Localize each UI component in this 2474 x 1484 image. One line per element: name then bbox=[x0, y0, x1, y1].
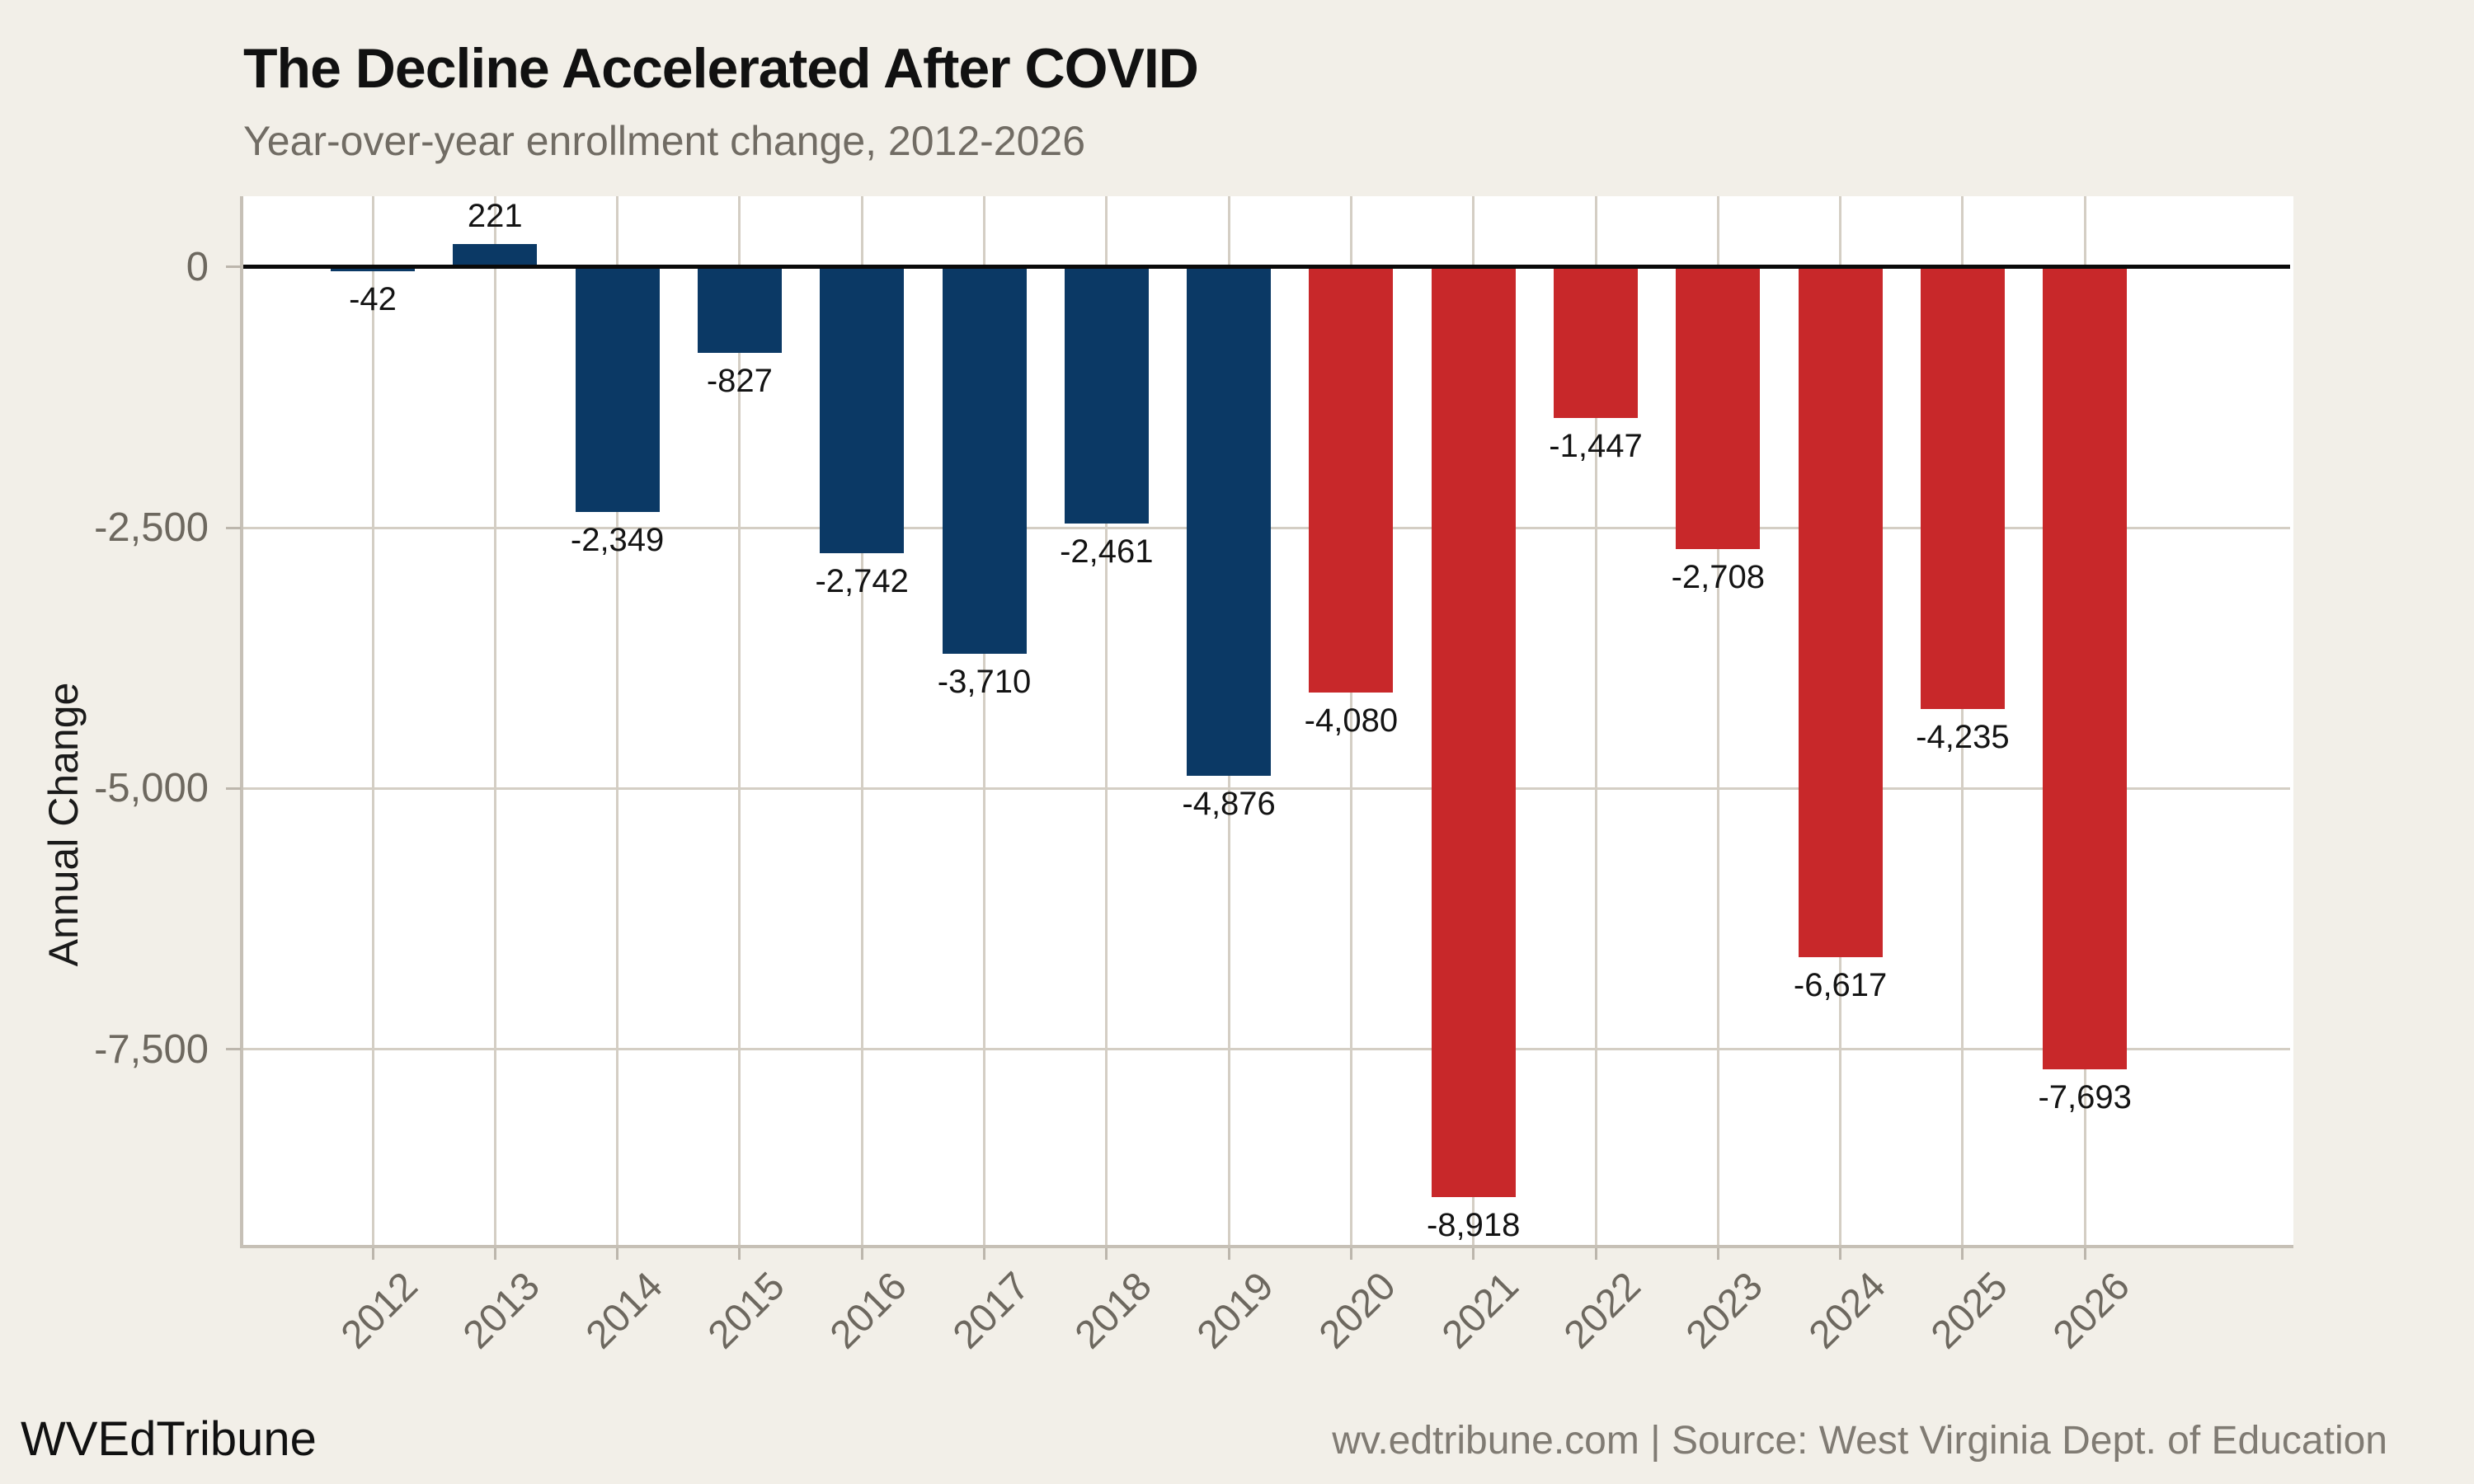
footer-source: wv.edtribune.com | Source: West Virginia… bbox=[1332, 1419, 2387, 1463]
chart-title: The Decline Accelerated After COVID bbox=[243, 37, 1199, 100]
y-tick-label-0: 0 bbox=[186, 244, 209, 289]
y-tick-label--5000: -5,000 bbox=[94, 766, 209, 811]
bar-2012 bbox=[331, 266, 415, 272]
y-tick-mark--5000 bbox=[226, 787, 241, 790]
bar-value-label-2019: -4,876 bbox=[1182, 785, 1276, 822]
gridline-horizontal--5000 bbox=[243, 787, 2290, 790]
bar-2021 bbox=[1431, 266, 1516, 1198]
x-tick-mark-2014 bbox=[616, 1248, 619, 1260]
bar-2017 bbox=[942, 266, 1027, 655]
bar-value-label-2016: -2,742 bbox=[815, 562, 909, 599]
gridline-vertical-2015 bbox=[738, 196, 741, 1245]
gridline-vertical-2020 bbox=[1349, 196, 1352, 1245]
bar-value-label-2013: 221 bbox=[467, 197, 523, 234]
y-tick-mark--2500 bbox=[226, 526, 241, 529]
bar-value-label-2017: -3,710 bbox=[937, 664, 1032, 701]
x-tick-mark-2019 bbox=[1227, 1248, 1230, 1260]
bar-2020 bbox=[1309, 266, 1394, 693]
bar-value-label-2018: -2,461 bbox=[1060, 533, 1154, 571]
bar-2019 bbox=[1187, 266, 1272, 776]
x-tick-mark-2022 bbox=[1594, 1248, 1597, 1260]
gridline-vertical-2023 bbox=[1716, 196, 1719, 1245]
x-tick-mark-2018 bbox=[1105, 1248, 1108, 1260]
bar-2018 bbox=[1064, 266, 1149, 524]
bar-value-label-2022: -1,447 bbox=[1549, 427, 1643, 464]
footer-brand: WVEdTribune bbox=[21, 1412, 317, 1466]
y-tick-label--2500: -2,500 bbox=[94, 505, 209, 551]
bar-value-label-2014: -2,349 bbox=[570, 522, 665, 558]
y-tick-mark-0 bbox=[226, 265, 241, 269]
bar-2015 bbox=[697, 266, 782, 354]
chart-subtitle: Year-over-year enrollment change, 2012-2… bbox=[243, 118, 1086, 164]
gridline-vertical-2018 bbox=[1105, 196, 1108, 1245]
y-tick-mark--7500 bbox=[226, 1048, 241, 1051]
bar-2013 bbox=[453, 243, 538, 267]
x-tick-mark-2020 bbox=[1349, 1248, 1352, 1260]
bar-value-label-2015: -827 bbox=[706, 363, 773, 400]
gridline-vertical-2012 bbox=[371, 196, 374, 1245]
gridline-vertical-2013 bbox=[493, 196, 496, 1245]
bar-value-label-2012: -42 bbox=[349, 281, 397, 318]
gridline-vertical-2025 bbox=[1961, 196, 1964, 1245]
bar-2023 bbox=[1676, 266, 1761, 550]
gridline-vertical-2016 bbox=[860, 196, 863, 1245]
bar-2022 bbox=[1554, 266, 1638, 418]
y-axis-title: Annual Change bbox=[40, 682, 87, 967]
bar-value-label-2026: -7,693 bbox=[2038, 1079, 2132, 1116]
x-tick-mark-2024 bbox=[1839, 1248, 1842, 1260]
gridline-vertical-2022 bbox=[1594, 196, 1597, 1245]
zero-baseline bbox=[243, 265, 2290, 270]
bar-2014 bbox=[575, 266, 660, 512]
x-tick-mark-2021 bbox=[1472, 1248, 1475, 1260]
x-tick-mark-2013 bbox=[493, 1248, 496, 1260]
x-tick-mark-2012 bbox=[371, 1248, 374, 1260]
bar-value-label-2024: -6,617 bbox=[1793, 967, 1888, 1004]
gridline-vertical-2014 bbox=[616, 196, 619, 1245]
bar-value-label-2020: -4,080 bbox=[1304, 702, 1399, 740]
x-tick-mark-2025 bbox=[1961, 1248, 1964, 1260]
x-tick-mark-2015 bbox=[738, 1248, 741, 1260]
bar-value-label-2021: -8,918 bbox=[1426, 1207, 1521, 1244]
x-tick-mark-2023 bbox=[1716, 1248, 1719, 1260]
x-tick-mark-2016 bbox=[860, 1248, 863, 1260]
bar-2026 bbox=[2043, 266, 2128, 1070]
bar-2025 bbox=[1920, 266, 2005, 709]
x-tick-mark-2026 bbox=[2083, 1248, 2086, 1260]
bar-2016 bbox=[820, 266, 905, 553]
x-tick-mark-2017 bbox=[983, 1248, 985, 1260]
bar-2024 bbox=[1798, 266, 1883, 958]
bar-value-label-2023: -2,708 bbox=[1671, 559, 1765, 596]
gridline-horizontal--7500 bbox=[243, 1048, 2290, 1051]
gridline-vertical-2017 bbox=[983, 196, 985, 1245]
y-tick-label--7500: -7,500 bbox=[94, 1026, 209, 1072]
bar-value-label-2025: -4,235 bbox=[1916, 718, 2010, 755]
